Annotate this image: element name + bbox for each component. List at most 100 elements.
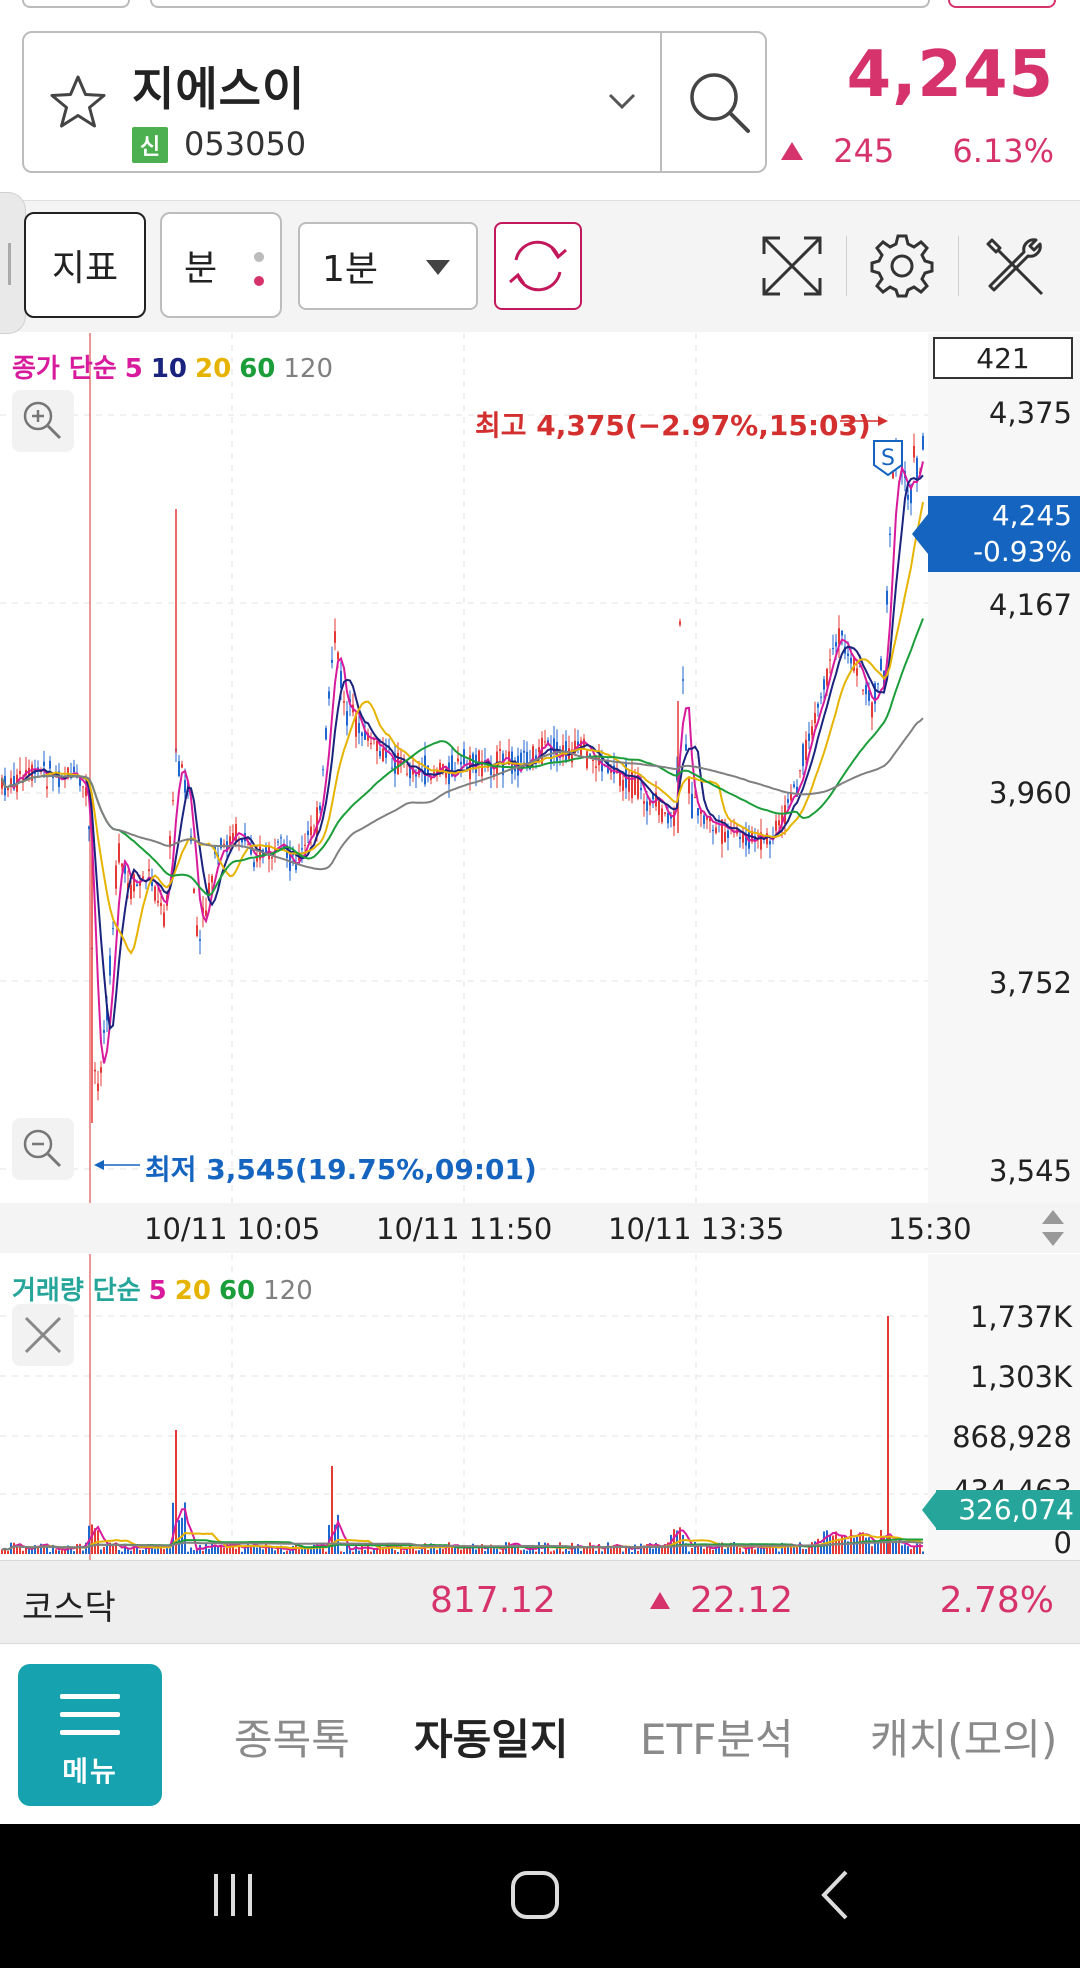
volume-bar [115, 1542, 117, 1554]
back-icon[interactable] [802, 1860, 872, 1930]
refresh-button[interactable] [494, 222, 582, 310]
volume-bar [856, 1535, 858, 1554]
expand-icon[interactable] [756, 230, 828, 302]
volume-bar [451, 1545, 453, 1554]
candle-body [835, 642, 837, 647]
volume-bar [763, 1546, 765, 1554]
interval-select[interactable]: 1분 [298, 222, 478, 310]
candle-body [832, 648, 834, 650]
indicator-button[interactable]: 지표 [24, 212, 146, 318]
candle-body [229, 836, 231, 848]
candle-body [109, 955, 111, 976]
candle-body [685, 744, 687, 751]
volume-bar [355, 1544, 357, 1554]
tab-stock-talk[interactable]: 종목톡 [234, 1715, 350, 1764]
tools-icon[interactable] [978, 230, 1050, 302]
home-icon[interactable] [500, 1860, 570, 1930]
zoom-in-icon[interactable] [12, 390, 74, 452]
zoom-out-icon[interactable] [12, 1118, 74, 1180]
candle-body [727, 830, 729, 839]
volume-bar [511, 1546, 513, 1554]
candle-body [460, 761, 462, 765]
volume-bar [622, 1551, 624, 1554]
candle-body [139, 882, 141, 886]
volume-bar [433, 1543, 435, 1554]
dropdown-caret-icon [426, 260, 450, 275]
moving-average-line [1, 501, 924, 955]
search-divider [660, 33, 662, 171]
tab-auto-journal[interactable]: 자동일지 [414, 1715, 569, 1764]
volume-bar [160, 1545, 162, 1554]
system-nav-bar [0, 1824, 1080, 1968]
volume-bar [370, 1551, 372, 1554]
volume-bar [736, 1546, 738, 1554]
volume-bar [844, 1536, 846, 1554]
volume-bar [250, 1547, 252, 1554]
candle-body [808, 733, 810, 741]
candle-body [208, 882, 210, 894]
gear-icon[interactable] [866, 230, 938, 302]
candle-body [265, 845, 267, 855]
volume-bar [214, 1546, 216, 1554]
candle-body [889, 533, 891, 535]
volume-bar [406, 1548, 408, 1554]
candle-body [112, 928, 114, 930]
candle-body [178, 761, 180, 777]
volume-bar [562, 1551, 564, 1554]
x-axis[interactable] [0, 1203, 1080, 1253]
volume-bar [304, 1547, 306, 1554]
volume-legend[interactable]: 거래량 단순 5 20 60 120 [12, 1270, 321, 1307]
volume-bar [691, 1548, 693, 1554]
volume-bar [436, 1549, 438, 1554]
volume-bar [91, 1524, 93, 1554]
price-legend[interactable]: 종가 단순 5 10 20 60 120 [12, 348, 341, 385]
candle-body [583, 738, 585, 748]
market-index-bar[interactable] [0, 1560, 1080, 1644]
volume-bar [1, 1549, 3, 1554]
recent-apps-icon[interactable] [198, 1860, 268, 1930]
side-panel-handle[interactable] [0, 192, 26, 334]
star-icon[interactable] [46, 71, 110, 135]
candle-body [295, 864, 297, 870]
volume-bar [25, 1546, 27, 1554]
candle-body [133, 874, 135, 892]
candle-body [586, 751, 588, 769]
volume-bar [7, 1550, 9, 1554]
volume-bar [106, 1543, 108, 1554]
volume-bar [259, 1546, 261, 1554]
volume-bar [904, 1544, 906, 1554]
moving-average-line [1, 618, 924, 897]
chevron-down-icon[interactable] [604, 83, 640, 119]
volume-bar [583, 1547, 585, 1554]
volume-bar [268, 1548, 270, 1554]
vol-legend-ma5: 5 [148, 1276, 167, 1306]
candle-body [637, 776, 639, 799]
volume-bar [541, 1551, 543, 1554]
menu-button[interactable]: 메뉴 [18, 1664, 162, 1806]
stock-name[interactable]: 지에스이 [132, 62, 306, 116]
volume-bar [766, 1546, 768, 1554]
candle-body [712, 829, 714, 832]
candle-body [172, 800, 174, 802]
volume-bar [607, 1542, 609, 1554]
resize-updown-icon[interactable] [1038, 1206, 1068, 1250]
candle-body [847, 653, 849, 656]
search-icon[interactable] [680, 63, 760, 143]
tab-etf-analysis[interactable]: ETF분석 [640, 1715, 794, 1764]
volume-bar [454, 1546, 456, 1554]
volume-bar [280, 1545, 282, 1554]
price-chart[interactable]: S [0, 333, 1080, 1203]
volume-bar [226, 1544, 228, 1554]
period-button[interactable]: 분 [160, 212, 282, 318]
toolbar-separator [846, 236, 847, 296]
volume-bar [283, 1551, 285, 1554]
volume-bar [760, 1548, 762, 1554]
candle-body [721, 819, 723, 844]
tab-catch-mock[interactable]: 캐치(모의) [870, 1715, 1058, 1764]
candle-body [664, 812, 666, 814]
candle-body [787, 799, 789, 803]
stock-selector[interactable]: 지에스이 신 053050 [22, 31, 767, 173]
volume-bar [400, 1544, 402, 1554]
close-icon[interactable] [12, 1304, 74, 1366]
low-arrow-head [94, 1160, 104, 1170]
